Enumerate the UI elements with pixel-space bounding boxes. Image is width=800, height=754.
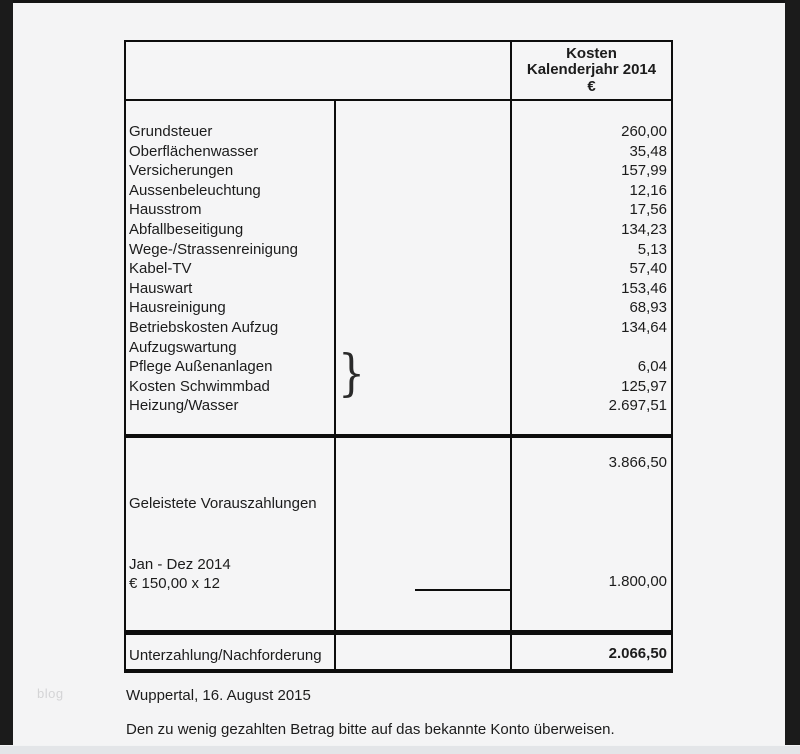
cost-item-values: 260,00 35,48 157,99 12,16 17,56 134,23 5… [512,122,667,416]
item-label: Heizung/Wasser [129,397,239,415]
item-value: 17,56 [629,201,667,219]
frame-top-bar [0,0,800,3]
frame-left-bar [0,0,13,745]
total-costs-value: 3.866,50 [608,454,667,471]
column-divider-1 [334,438,336,630]
prepayment-label: Geleistete Vorauszahlungen [129,495,317,512]
item-label: Abfallbeseitigung [129,220,244,238]
result-label: Unterzahlung/Nachforderung [129,647,322,664]
cost-item-labels: Grundsteuer Oberflächenwasser Versicheru… [129,122,379,416]
column-divider-1 [334,635,336,669]
item-value: 125,97 [621,377,667,395]
item-label: Kabel-TV [129,260,192,278]
column-divider-2 [510,438,512,630]
grouping-brace: } [338,344,366,402]
item-value: 134,23 [621,220,667,238]
item-value: 5,13 [637,240,667,258]
item-label: Betriebskosten Aufzug [129,318,279,336]
item-label: Aussenbeleuchtung [129,181,261,199]
item-label: Versicherungen [129,162,234,180]
item-label: Kosten Schwimmbad [129,377,270,395]
item-value: 260,00 [621,123,667,140]
item-value: 157,99 [621,162,667,180]
item-label: Oberflächenwasser [129,142,259,160]
item-label: Grundsteuer [129,123,213,140]
place-date-line: Wuppertal, 16. August 2015 [126,687,311,704]
item-label: Pflege Außenanlagen [129,358,273,376]
header-line-currency: € [587,77,596,95]
column-divider-2 [510,635,512,669]
item-value: 134,64 [621,318,667,336]
column-divider-2 [510,101,512,434]
frame-bottom-strip [0,745,800,754]
item-value: 12,16 [629,181,667,199]
cost-items-section: Grundsteuer Oberflächenwasser Versicheru… [126,101,671,434]
table-header-cost-column: Kosten Kalenderjahr 2014 € [512,42,671,99]
item-value: 6,04 [637,358,667,376]
result-row: Unterzahlung/Nachforderung 2.066,50 [126,635,671,669]
item-value: 35,48 [629,142,667,160]
subtraction-line [415,589,510,591]
item-value: 2.697,51 [608,397,667,415]
watermark: blog [37,686,64,701]
prepayment-value: 1.800,00 [608,573,667,590]
frame-right-bar [785,0,800,745]
item-label: Aufzugswartung [129,338,237,356]
cost-table: Kosten Kalenderjahr 2014 € Grundsteuer O… [124,40,673,673]
section-separator-1 [126,434,671,438]
item-value: 68,93 [629,299,667,317]
column-divider-1 [334,101,336,434]
payment-note: Den zu wenig gezahlten Betrag bitte auf … [126,721,615,738]
calc-label: € 150,00 x 12 [129,575,220,592]
summary-section: 3.866,50 Geleistete Vorauszahlungen Jan … [126,438,671,630]
item-value [512,338,667,358]
header-line-year: Kalenderjahr 2014 [526,61,657,79]
period-label: Jan - Dez 2014 [129,556,231,573]
item-value: 153,46 [621,279,667,297]
header-line-kosten: Kosten [566,44,617,62]
item-label: Wege-/Strassenreinigung [129,240,298,258]
header-bottom-border [126,99,671,101]
item-label: Hauswart [129,279,193,297]
item-label: Hausstrom [129,201,202,219]
header-column-divider [510,42,512,99]
result-value: 2.066,50 [608,645,667,662]
item-label: Hausreinigung [129,299,226,317]
section-separator-2 [126,630,671,635]
item-value: 57,40 [629,260,667,278]
